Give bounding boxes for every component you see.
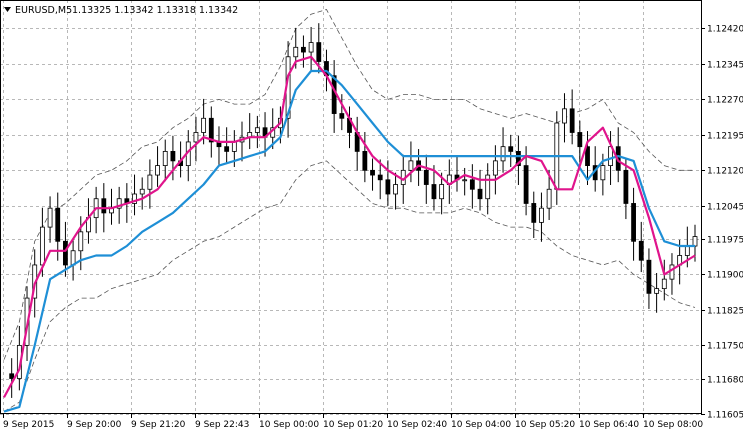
x-tick-label: 10 Sep 05:20 [515,420,575,430]
candle-bear [63,240,68,266]
candle-bull [462,179,468,182]
candle-bull [408,160,414,171]
candle-bear [523,165,529,204]
x-tick-label: 9 Sep 2015 [3,420,54,430]
y-tick-label: 1.11605 [707,411,743,421]
y-tick-label: 1.11825 [707,307,743,317]
y-tick-label: 1.12120 [707,167,743,177]
x-tick-label: 9 Sep 20:00 [67,420,122,430]
candle-bull [139,188,145,195]
ohlc-readout: 1.13325 1.13342 1.13318 1.13342 [72,5,238,16]
candle-bear [623,169,629,204]
x-tick-label: 10 Sep 08:00 [643,420,703,430]
candle-bear [316,42,322,62]
dropdown-triangle-icon[interactable] [4,7,11,12]
candle-bull [308,42,314,53]
x-tick-label: 9 Sep 21:20 [131,420,186,430]
candle-bull [492,160,498,176]
y-tick-label: 1.12045 [707,203,743,213]
candle-bear [646,259,652,294]
chart-header: EURUSD,M5 1.13325 1.13342 1.13318 1.1334… [4,5,238,16]
candle-bear [208,117,214,143]
candle-bull [669,264,675,280]
symbol-label: EURUSD,M5 [15,5,72,16]
y-tick-label: 1.11750 [707,342,743,352]
candle-bull [500,146,506,162]
candle-bull [684,245,690,256]
y-tick-label: 1.11900 [707,271,743,281]
candle-bull [692,236,698,247]
candle-bull [201,117,207,133]
moving-averages [3,55,696,413]
candle-bear [370,169,375,176]
candle-bear [377,174,383,181]
candle-bear [631,203,636,242]
candle-bull [47,207,53,228]
candle-bull [293,46,299,58]
candle-bear [577,132,583,148]
candle-bear [531,203,537,223]
candle-bull [132,193,137,204]
y-tick-label: 1.12420 [707,25,743,35]
candle-bull [539,207,544,223]
grid [0,0,701,415]
upper-band-line [3,9,695,360]
candle-bear [431,184,437,200]
x-tick-label: 10 Sep 04:00 [451,420,511,430]
candle-bear [516,151,521,167]
candle-bull [562,108,567,124]
candle-bear [170,151,176,162]
candle-bear [469,179,475,190]
x-tick-label: 9 Sep 22:43 [195,420,249,430]
candle-bear [585,146,590,167]
candle-bull [193,132,199,143]
y-tick-label: 1.12345 [707,61,743,71]
fast-ma-line [3,55,696,398]
y-tick-label: 1.12270 [707,96,743,106]
candle-bear [638,240,644,261]
y-tick-label: 1.11680 [707,376,743,386]
candle-bull [485,174,491,200]
candle-bull [661,278,667,290]
x-tick-label: 10 Sep 02:40 [387,420,447,430]
x-tick-label: 10 Sep 00:00 [259,420,319,430]
candle-bull [600,165,606,181]
candle-bear [224,146,230,152]
candle-bear [569,108,575,133]
candle-bear [362,151,368,171]
lower-band-line [3,160,696,412]
x-tick-label: 10 Sep 06:40 [579,420,639,430]
candle-bear [9,373,15,379]
candle-bear [301,46,306,53]
candle-bear [101,198,107,214]
candle-bull [39,226,45,266]
candle-bull [147,174,153,190]
candle-bull [654,288,660,294]
y-tick-label: 1.11975 [707,236,743,246]
x-axis: 9 Sep 2015 9 Sep 20:00 9 Sep 21:20 9 Sep 22… [3,414,703,430]
y-tick-label: 1.12195 [707,132,743,142]
candle-bull [393,184,398,195]
candle-bull [116,198,122,209]
candle-bear [508,146,514,152]
candle-bull [231,141,237,152]
candle-bull [439,184,445,200]
candle-bull [155,165,160,176]
candle-bull [78,231,84,252]
candle-bear [339,113,345,119]
candle-bear [423,169,429,185]
y-axis: 1.12420 1.12345 1.12270 1.12195 1.12120 1.120… [701,25,743,421]
envelope-bands [3,9,696,412]
candle-bear [55,207,61,242]
candle-bull [254,127,260,133]
candle-bear [385,179,391,195]
x-tick-label: 10 Sep 01:20 [323,420,383,430]
candle-bear [477,188,483,200]
candle-bull [162,151,168,167]
candle-bull [546,188,552,209]
